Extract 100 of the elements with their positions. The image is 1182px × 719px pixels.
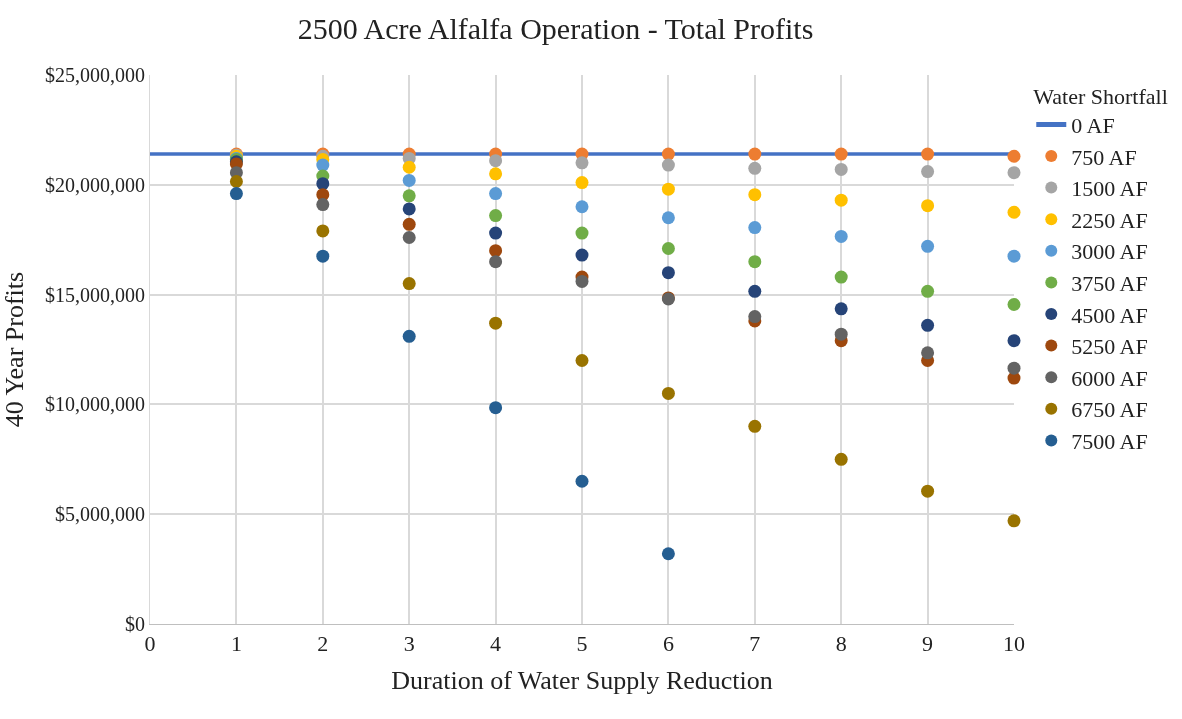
point <box>1007 514 1021 528</box>
point <box>661 266 675 280</box>
legend-label: 750 AF <box>1071 144 1137 170</box>
point <box>1007 205 1021 219</box>
point <box>748 310 762 324</box>
x-tick-label: 9 <box>922 631 934 657</box>
point <box>661 386 675 400</box>
chart-title: 2500 Acre Alfalfa Operation - Total Profits <box>297 11 814 45</box>
point <box>748 284 762 298</box>
x-tick-label: 2 <box>317 631 329 657</box>
x-tick-label: 8 <box>835 631 847 657</box>
point <box>661 147 675 161</box>
y-tick-label: $25,000,000 <box>45 64 145 86</box>
point <box>921 284 935 298</box>
point <box>489 401 503 415</box>
point <box>575 474 589 488</box>
point <box>489 244 503 258</box>
point <box>575 353 589 367</box>
point <box>402 231 416 244</box>
point <box>402 160 416 174</box>
y-tick-label: $15,000,000 <box>45 283 145 306</box>
point <box>921 318 935 332</box>
point <box>748 221 762 235</box>
point <box>748 161 762 175</box>
point <box>575 156 589 170</box>
point <box>1007 334 1021 348</box>
point <box>661 211 675 225</box>
point <box>489 255 503 269</box>
point <box>575 274 589 288</box>
point <box>316 224 330 238</box>
point <box>834 147 848 161</box>
point <box>575 226 589 240</box>
point <box>575 248 589 262</box>
point <box>661 241 675 255</box>
point <box>316 249 330 263</box>
y-tick-label: $0 <box>125 613 145 635</box>
point <box>748 188 762 202</box>
point <box>1007 149 1021 163</box>
x-tick-label: 0 <box>144 631 156 657</box>
y-tick-label: $5,000,000 <box>55 503 145 526</box>
point <box>489 209 503 223</box>
legend-label: 6750 AF <box>1071 397 1148 423</box>
point <box>229 175 243 188</box>
legend-title: Water Shortfall <box>1033 83 1168 109</box>
x-tick-label: 5 <box>576 631 588 657</box>
point <box>834 302 848 316</box>
legend-label: 1500 AF <box>1071 176 1148 202</box>
y-tick-label: $10,000,000 <box>45 393 145 416</box>
point <box>834 270 848 284</box>
point <box>661 182 675 196</box>
x-tick-label: 10 <box>1003 631 1025 657</box>
point <box>1007 166 1021 180</box>
legend-label: 5250 AF <box>1071 334 1148 360</box>
point <box>316 198 330 212</box>
point <box>402 277 416 291</box>
point <box>402 173 416 187</box>
legend-label: 2250 AF <box>1071 207 1148 233</box>
point <box>921 239 935 253</box>
point <box>834 229 848 243</box>
y-axis-title: 40 Year Profits <box>0 271 29 428</box>
point <box>921 484 935 498</box>
point <box>921 346 935 360</box>
point <box>229 187 243 201</box>
x-tick-label: 4 <box>490 631 502 657</box>
point <box>834 452 848 466</box>
point <box>316 177 330 191</box>
point <box>402 329 416 343</box>
x-axis-title: Duration of Water Supply Reduction <box>391 666 773 696</box>
point <box>489 167 503 181</box>
x-tick-label: 7 <box>749 631 761 657</box>
point <box>834 193 848 207</box>
point <box>921 199 935 213</box>
legend-label: 4500 AF <box>1071 302 1148 328</box>
point <box>489 154 503 168</box>
point <box>402 189 416 203</box>
point <box>748 255 762 269</box>
y-tick-label: $20,000,000 <box>45 173 145 196</box>
x-tick-label: 6 <box>662 631 674 657</box>
legend-label: 7500 AF <box>1071 428 1148 454</box>
legend-label: 3000 AF <box>1071 239 1148 265</box>
x-tick-label: 1 <box>230 631 242 657</box>
legend-label: 6000 AF <box>1071 365 1148 391</box>
point <box>1007 249 1021 263</box>
legend-label: 0 AF <box>1071 112 1115 138</box>
point <box>921 147 935 161</box>
point <box>661 158 675 172</box>
point <box>1007 361 1021 375</box>
point <box>489 226 503 240</box>
point <box>489 187 503 201</box>
point <box>575 200 589 214</box>
point <box>661 547 675 561</box>
point <box>748 419 762 433</box>
point <box>834 327 848 341</box>
point <box>489 316 503 330</box>
point <box>402 202 416 216</box>
point <box>402 217 416 231</box>
point <box>575 176 589 190</box>
point <box>921 165 935 179</box>
point <box>1007 297 1021 311</box>
point <box>834 162 848 176</box>
